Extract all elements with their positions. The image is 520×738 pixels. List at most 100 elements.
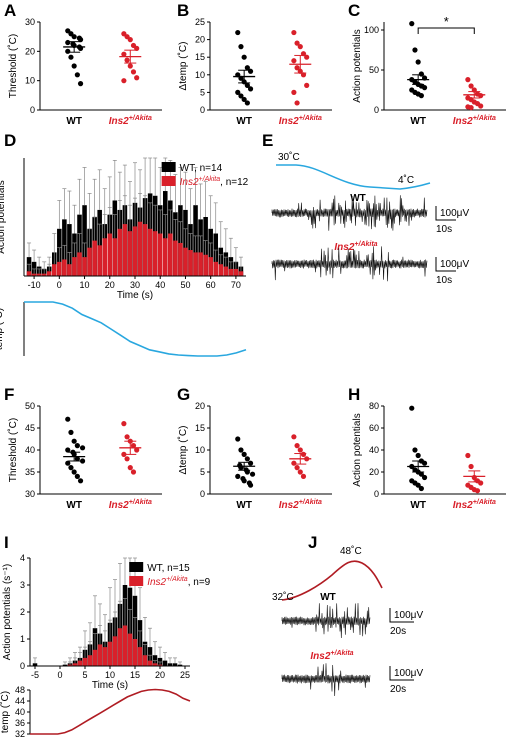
data-point <box>297 469 303 475</box>
data-point <box>77 478 84 484</box>
data-point <box>241 451 247 457</box>
data-point <box>291 460 297 466</box>
panel-i-chart: 0 1 2 3 4 -5 0 5 10 15 20 25 Time (s) Action potentia… <box>0 553 211 738</box>
data-point <box>304 82 310 88</box>
data-point <box>294 40 300 46</box>
data-point <box>130 69 137 75</box>
y-tick-label: 10 <box>25 76 35 86</box>
histogram-bar <box>218 264 224 276</box>
data-point <box>65 460 71 466</box>
histogram-bar <box>178 242 183 276</box>
data-point <box>478 480 484 486</box>
panel-letter-e: E <box>262 131 273 150</box>
trace-label-akita: Ins2+/Akita <box>310 650 353 662</box>
data-point <box>412 447 418 453</box>
y-tick-label: 20 <box>195 401 205 411</box>
data-point <box>474 488 481 494</box>
data-point <box>238 447 244 453</box>
panel-h-chart: 0 20 40 60 80 Action potentials WT Ins2+/Akita <box>352 401 506 511</box>
histogram-bar <box>72 663 78 666</box>
data-point <box>124 456 130 462</box>
data-point <box>468 463 474 470</box>
histogram-bar <box>77 660 83 666</box>
trace-label-wt: WT <box>320 592 336 603</box>
histogram-bar <box>223 266 229 276</box>
y-tick-label: 0 <box>200 105 205 115</box>
x-tick-label-akita: Ins2+/Akita <box>279 115 322 127</box>
x-tick-label-wt: WT <box>66 116 82 127</box>
data-point <box>77 81 84 87</box>
temp-y-tick-label: 44 <box>15 696 25 706</box>
legend-swatch <box>129 576 144 586</box>
data-point <box>247 68 254 74</box>
y-tick-label: 100 <box>364 25 379 35</box>
x-axis-label: Time (s) <box>117 290 153 301</box>
histogram-bar <box>152 663 158 666</box>
data-point <box>412 47 418 53</box>
y-axis-label: Action potentials (s⁻¹) <box>2 564 13 660</box>
data-point <box>478 103 484 109</box>
temp-start-label: 32˚C <box>272 591 294 603</box>
data-point <box>415 59 421 65</box>
panel-letter-f: F <box>4 385 14 404</box>
data-point <box>294 465 300 471</box>
y-tick-label: 0 <box>200 489 205 499</box>
histogram-bar <box>137 647 143 666</box>
data-point <box>291 89 297 95</box>
histogram-bar <box>183 247 188 276</box>
histogram-bar <box>102 238 107 276</box>
x-tick-label-wt: WT <box>236 116 252 127</box>
data-point <box>127 465 133 471</box>
x-tick-label-akita: Ins2+/Akita <box>453 115 496 127</box>
trace-label-akita: Ins2+/Akita <box>334 241 377 253</box>
scale-time-label: 20s <box>390 626 406 637</box>
temp-y-axis-label: temp (˚C) <box>0 691 11 733</box>
data-point <box>74 473 80 479</box>
histogram-bar <box>82 257 87 276</box>
scale-time-label: 20s <box>390 684 406 695</box>
data-point <box>294 65 300 71</box>
data-point <box>121 451 127 457</box>
y-axis-label: Action potentials <box>352 413 363 486</box>
data-point <box>415 452 421 459</box>
histogram-bar <box>36 273 42 276</box>
histogram-bar <box>117 628 123 666</box>
data-point <box>241 478 247 484</box>
significance-bracket <box>417 27 475 34</box>
histogram-bar <box>193 252 198 276</box>
y-tick-label: 5 <box>200 467 205 477</box>
histogram-bar <box>107 641 113 666</box>
scale-voltage-label: 100μV <box>440 208 469 219</box>
y-tick-label: 15 <box>195 52 205 62</box>
data-point <box>421 85 428 91</box>
histogram-bar <box>46 271 52 276</box>
histogram-bar <box>122 625 128 666</box>
electrophysiology-trace <box>281 663 371 697</box>
electrophysiology-trace <box>281 603 371 639</box>
scale-bar <box>389 608 414 623</box>
data-point <box>249 471 256 477</box>
electrophysiology-trace <box>271 246 428 282</box>
y-axis-label: Action potentials <box>352 29 363 102</box>
y-tick-label: 30 <box>25 489 35 499</box>
histogram-bar <box>67 264 72 276</box>
data-point <box>79 458 86 464</box>
histogram-bar <box>122 224 128 276</box>
data-point <box>121 421 127 427</box>
x-tick-label: 20 <box>155 670 165 680</box>
y-tick-label: 20 <box>369 467 379 477</box>
data-point <box>418 93 424 99</box>
y-tick-label: 35 <box>25 467 35 477</box>
histogram-bar <box>87 247 92 276</box>
data-point <box>65 39 71 46</box>
data-point <box>71 34 77 40</box>
data-point <box>65 447 71 453</box>
data-point <box>121 78 127 84</box>
y-axis-label: Δtemp (˚C) <box>177 42 189 91</box>
data-point <box>238 44 244 50</box>
scale-voltage-label: 100μV <box>440 259 469 270</box>
x-tick-label: -5 <box>31 670 39 680</box>
x-tick-label: 10 <box>105 670 115 680</box>
y-tick-label: 50 <box>25 401 35 411</box>
